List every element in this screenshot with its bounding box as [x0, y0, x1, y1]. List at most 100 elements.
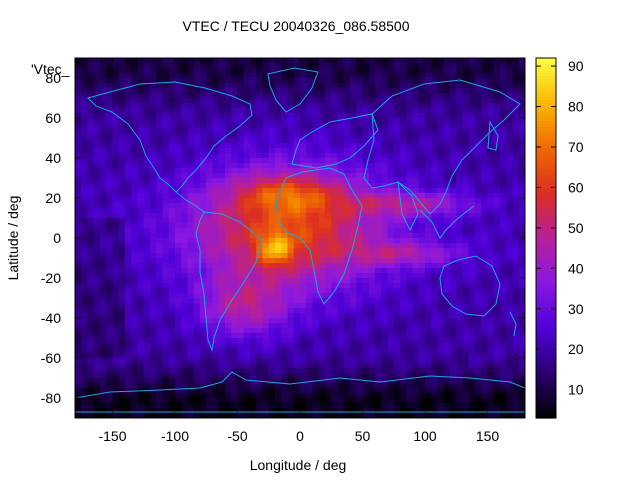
heatmap-cell	[337, 378, 345, 384]
heatmap-cell	[237, 158, 245, 164]
heatmap-cell	[456, 138, 463, 144]
heatmap-cell	[481, 163, 488, 169]
heatmap-cell	[275, 173, 282, 179]
heatmap-cell	[381, 278, 388, 284]
heatmap-cell	[250, 143, 257, 149]
heatmap-cell	[137, 228, 145, 234]
heatmap-cell	[406, 98, 413, 104]
heatmap-cell	[100, 383, 107, 389]
heatmap-cell	[512, 228, 520, 234]
heatmap-cell	[425, 103, 432, 109]
heatmap-cell	[231, 313, 238, 319]
heatmap-cell	[81, 83, 88, 89]
heatmap-cell	[381, 153, 388, 159]
heatmap-cell	[143, 223, 151, 229]
heatmap-cell	[475, 358, 482, 364]
heatmap-cell	[168, 343, 176, 349]
heatmap-cell	[418, 388, 426, 394]
heatmap-cell	[375, 303, 382, 309]
heatmap-cell	[487, 373, 495, 379]
heatmap-cell	[143, 333, 151, 339]
heatmap-cell	[337, 358, 345, 364]
heatmap-cell	[481, 203, 488, 209]
heatmap-cell	[100, 233, 107, 239]
heatmap-cell	[368, 313, 376, 319]
heatmap-cell	[500, 273, 507, 279]
heatmap-cell	[137, 323, 145, 329]
heatmap-cell	[118, 178, 126, 184]
heatmap-cell	[75, 358, 82, 364]
heatmap-cell	[500, 138, 507, 144]
heatmap-cell	[412, 318, 420, 324]
heatmap-cell	[350, 278, 357, 284]
heatmap-cell	[137, 328, 145, 334]
heatmap-cell	[318, 123, 326, 129]
heatmap-cell	[406, 238, 413, 244]
heatmap-cell	[368, 168, 376, 174]
heatmap-cell	[256, 333, 263, 339]
heatmap-cell	[300, 198, 307, 204]
heatmap-cell	[368, 68, 376, 74]
heatmap-cell	[506, 323, 513, 329]
heatmap-cell	[193, 153, 201, 159]
heatmap-cell	[143, 318, 151, 324]
heatmap-cell	[400, 133, 407, 139]
heatmap-cell	[137, 383, 145, 389]
heatmap-cell	[312, 123, 320, 129]
heatmap-cell	[287, 118, 295, 124]
heatmap-cell	[331, 83, 338, 89]
heatmap-cell	[131, 278, 138, 284]
heatmap-cell	[75, 403, 82, 409]
heatmap-cell	[243, 128, 251, 134]
heatmap-cell	[75, 253, 82, 259]
heatmap-cell	[350, 328, 357, 334]
heatmap-cell	[87, 248, 95, 254]
heatmap-cell	[450, 83, 457, 89]
heatmap-cell	[368, 333, 376, 339]
heatmap-cell	[387, 143, 395, 149]
heatmap-cell	[400, 113, 407, 119]
heatmap-cell	[387, 158, 395, 164]
heatmap-cell	[225, 213, 232, 219]
heatmap-cell	[393, 93, 401, 99]
heatmap-cell	[243, 223, 251, 229]
heatmap-cell	[506, 188, 513, 194]
heatmap-cell	[200, 58, 207, 64]
heatmap-cell	[206, 93, 213, 99]
heatmap-cell	[156, 113, 163, 119]
heatmap-cell	[356, 248, 363, 254]
heatmap-cell	[275, 103, 282, 109]
heatmap-cell	[418, 188, 426, 194]
heatmap-cell	[237, 88, 245, 94]
heatmap-cell	[475, 58, 482, 64]
heatmap-cell	[287, 218, 295, 224]
heatmap-cell	[212, 398, 220, 404]
heatmap-cell	[106, 358, 113, 364]
heatmap-cell	[231, 243, 238, 249]
heatmap-cell	[425, 123, 432, 129]
heatmap-cell	[262, 333, 270, 339]
heatmap-cell	[150, 128, 157, 134]
heatmap-cell	[225, 243, 232, 249]
heatmap-cell	[100, 133, 107, 139]
heatmap-cell	[237, 98, 245, 104]
heatmap-cell	[143, 143, 151, 149]
heatmap-cell	[393, 213, 401, 219]
heatmap-cell	[356, 223, 363, 229]
heatmap-cell	[231, 138, 238, 144]
heatmap-cell	[243, 298, 251, 304]
heatmap-cell	[106, 218, 113, 224]
heatmap-cell	[418, 348, 426, 354]
heatmap-cell	[162, 183, 170, 189]
heatmap-cell	[231, 263, 238, 269]
heatmap-cell	[193, 373, 201, 379]
heatmap-cell	[256, 263, 263, 269]
heatmap-cell	[93, 163, 101, 169]
heatmap-cell	[212, 353, 220, 359]
heatmap-cell	[343, 108, 351, 114]
heatmap-cell	[481, 358, 488, 364]
heatmap-cell	[275, 68, 282, 74]
heatmap-cell	[400, 158, 407, 164]
heatmap-cell	[293, 383, 301, 389]
heatmap-cell	[256, 133, 263, 139]
